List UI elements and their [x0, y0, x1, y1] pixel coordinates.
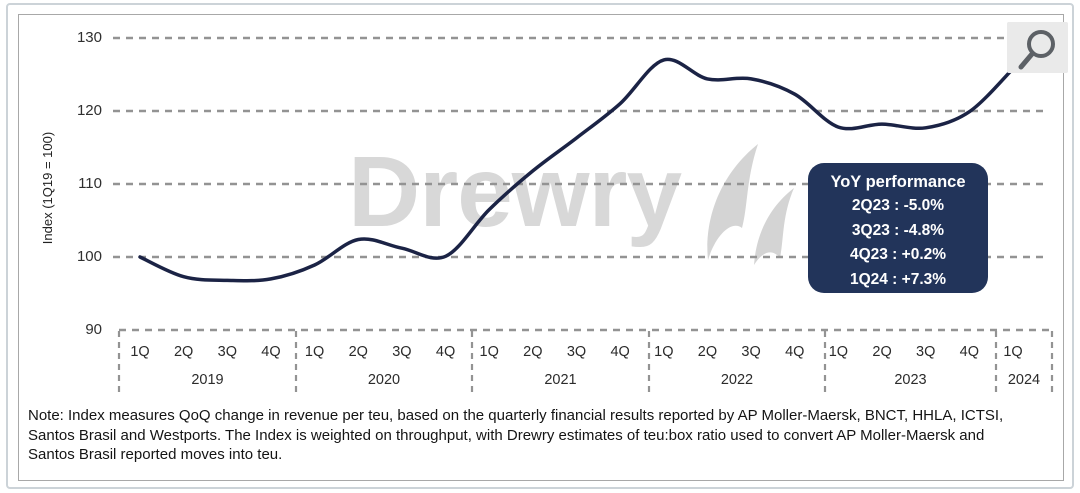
quarter-tick-label: 1Q	[654, 344, 674, 360]
quarter-tick-label: 3Q	[217, 344, 237, 360]
yoy-row: 2Q23 : -5.0%	[851, 197, 945, 214]
yoy-row: 4Q23 : +0.2%	[849, 246, 947, 263]
year-label: 2023	[894, 372, 927, 388]
quarter-tick-label: 3Q	[392, 344, 412, 360]
quarter-tick-label: 4Q	[959, 344, 980, 360]
year-label: 2022	[720, 372, 754, 388]
quarter-tick-label: 3Q	[566, 344, 587, 360]
y-tick-label: 90	[85, 321, 102, 338]
quarter-tick-label: 2Q	[872, 344, 892, 360]
year-bracket-separators	[117, 331, 1054, 394]
quarter-tick-label: 4Q	[435, 344, 456, 360]
quarter-tick-label: 1Q	[479, 344, 499, 360]
zoom-badge[interactable]	[1007, 22, 1068, 73]
y-tick-label: 130	[76, 29, 102, 46]
index-series-line	[138, 57, 1015, 283]
year-label: 2019	[191, 372, 224, 388]
quarter-tick-label: 2Q	[523, 344, 543, 360]
year-label: 2024	[1007, 372, 1041, 388]
yoy-row: 1Q24 : +7.3%	[849, 270, 947, 288]
y-tick-label: 100	[76, 248, 102, 265]
quarter-tick-label: 1Q	[1003, 344, 1023, 360]
quarter-tick-label: 2Q	[348, 344, 368, 360]
drewry-watermark-text: Drewry	[348, 136, 682, 248]
footnote: Note: Index measures QoQ change in reven…	[28, 407, 1004, 463]
quarter-tick-label: 2Q	[173, 344, 194, 360]
quarter-tick-label: 4Q	[610, 344, 630, 360]
quarter-tick-label: 4Q	[785, 344, 805, 360]
yoy-row: 3Q23 : -4.8%	[851, 221, 945, 239]
magnifier-icon[interactable]	[1007, 22, 1068, 73]
quarter-tick-label: 1Q	[304, 344, 325, 360]
quarter-tick-label: 3Q	[741, 344, 761, 360]
quarter-tick-label: 1Q	[130, 344, 150, 360]
y-tick-label: 120	[76, 102, 102, 119]
yoy-box-rows: 2Q23 : -5.0% 3Q23 : -4.8% 4Q23 : +0.2% 1Q24…	[808, 194, 988, 292]
y-tick-label: 110	[78, 175, 102, 192]
quarter-tick-label: 4Q	[261, 344, 281, 360]
quarter-tick-label: 1Q	[828, 344, 849, 360]
quarter-tick-label: 2Q	[697, 344, 718, 360]
yoy-box-title: YoY performance	[830, 173, 966, 191]
year-label: 2020	[367, 372, 401, 388]
drewry-flame-logo-icon	[707, 144, 794, 265]
year-label: 2021	[544, 372, 577, 388]
quarter-tick-label: 3Q	[916, 344, 936, 360]
yoy-performance-box: YoY performance 2Q23 : -5.0% 3Q23 : -4.8%…	[808, 163, 988, 293]
